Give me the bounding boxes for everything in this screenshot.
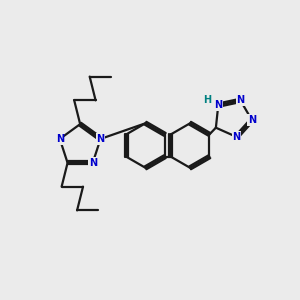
Text: H: H	[203, 95, 211, 105]
Text: N: N	[248, 115, 256, 125]
Text: N: N	[214, 100, 222, 110]
Text: N: N	[96, 134, 105, 144]
Text: N: N	[236, 95, 244, 105]
Text: N: N	[56, 134, 64, 144]
Text: N: N	[232, 132, 241, 142]
Text: N: N	[89, 158, 97, 168]
